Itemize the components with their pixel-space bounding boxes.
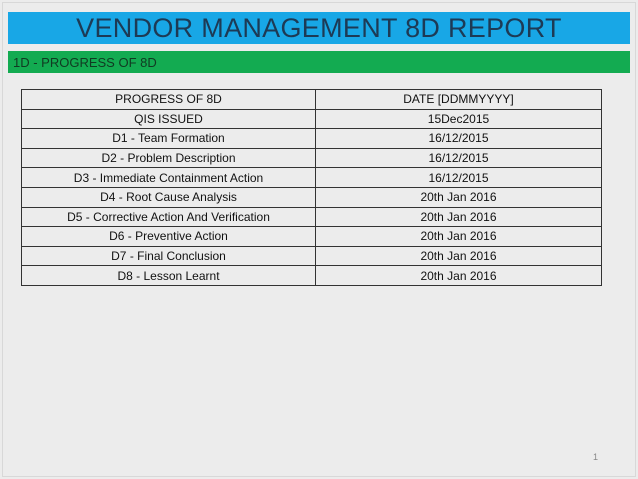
date-cell: 20th Jan 2016 bbox=[315, 206, 602, 228]
date-cell: 16/12/2015 bbox=[315, 147, 602, 169]
progress-step-cell: D6 - Preventive Action bbox=[21, 226, 316, 247]
progress-step-cell: D1 - Team Formation bbox=[21, 128, 316, 149]
progress-step-cell: D8 - Lesson Learnt bbox=[21, 265, 316, 286]
table-row: D6 - Preventive Action 20th Jan 2016 bbox=[21, 226, 602, 247]
table-row: D5 - Corrective Action And Verification 2… bbox=[21, 206, 602, 228]
progress-step-cell: D7 - Final Conclusion bbox=[21, 245, 316, 267]
progress-step-cell: D2 - Problem Description bbox=[21, 147, 316, 169]
table-row: D7 - Final Conclusion 20th Jan 2016 bbox=[21, 245, 602, 267]
date-cell: 20th Jan 2016 bbox=[315, 245, 602, 267]
table-row: D3 - Immediate Containment Action 16/12/2… bbox=[21, 167, 602, 188]
table-row: D1 - Team Formation 16/12/2015 bbox=[21, 128, 602, 149]
progress-step-cell: QIS ISSUED bbox=[21, 108, 316, 130]
progress-step-cell: D5 - Corrective Action And Verification bbox=[21, 206, 316, 228]
header-date: DATE [DDMMYYYY] bbox=[315, 89, 602, 110]
date-cell: 16/12/2015 bbox=[315, 167, 602, 188]
table-row: D8 - Lesson Learnt 20th Jan 2016 bbox=[21, 265, 602, 286]
progress-table: PROGRESS OF 8D DATE [DDMMYYYY] QIS ISSUE… bbox=[21, 89, 602, 286]
page-title: VENDOR MANAGEMENT 8D REPORT bbox=[8, 12, 630, 44]
progress-step-cell: D3 - Immediate Containment Action bbox=[21, 167, 316, 188]
section-header: 1D - PROGRESS OF 8D bbox=[8, 51, 630, 73]
date-cell: 16/12/2015 bbox=[315, 128, 602, 149]
date-cell: 20th Jan 2016 bbox=[315, 186, 602, 208]
table-row: QIS ISSUED 15Dec2015 bbox=[21, 108, 602, 130]
date-cell: 20th Jan 2016 bbox=[315, 226, 602, 247]
date-cell: 20th Jan 2016 bbox=[315, 265, 602, 286]
page-number: 1 bbox=[593, 452, 599, 462]
date-cell: 15Dec2015 bbox=[315, 108, 602, 130]
table-header-row: PROGRESS OF 8D DATE [DDMMYYYY] bbox=[21, 89, 602, 110]
progress-step-cell: D4 - Root Cause Analysis bbox=[21, 186, 316, 208]
table-row: D4 - Root Cause Analysis 20th Jan 2016 bbox=[21, 186, 602, 208]
table-row: D2 - Problem Description 16/12/2015 bbox=[21, 147, 602, 169]
header-progress: PROGRESS OF 8D bbox=[21, 89, 316, 110]
